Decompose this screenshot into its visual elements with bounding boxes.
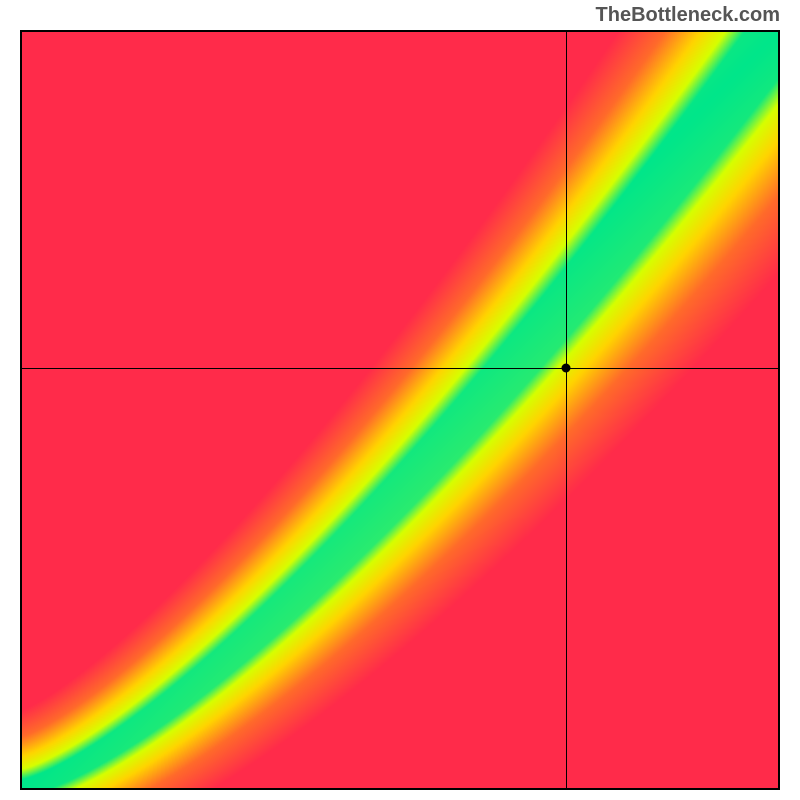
heatmap-canvas <box>22 32 778 788</box>
crosshair-horizontal <box>22 368 778 369</box>
chart-container: TheBottleneck.com <box>0 0 800 800</box>
crosshair-vertical <box>566 32 567 788</box>
attribution-label: TheBottleneck.com <box>596 4 780 27</box>
marker-dot <box>562 364 571 373</box>
heatmap-frame <box>20 30 780 790</box>
